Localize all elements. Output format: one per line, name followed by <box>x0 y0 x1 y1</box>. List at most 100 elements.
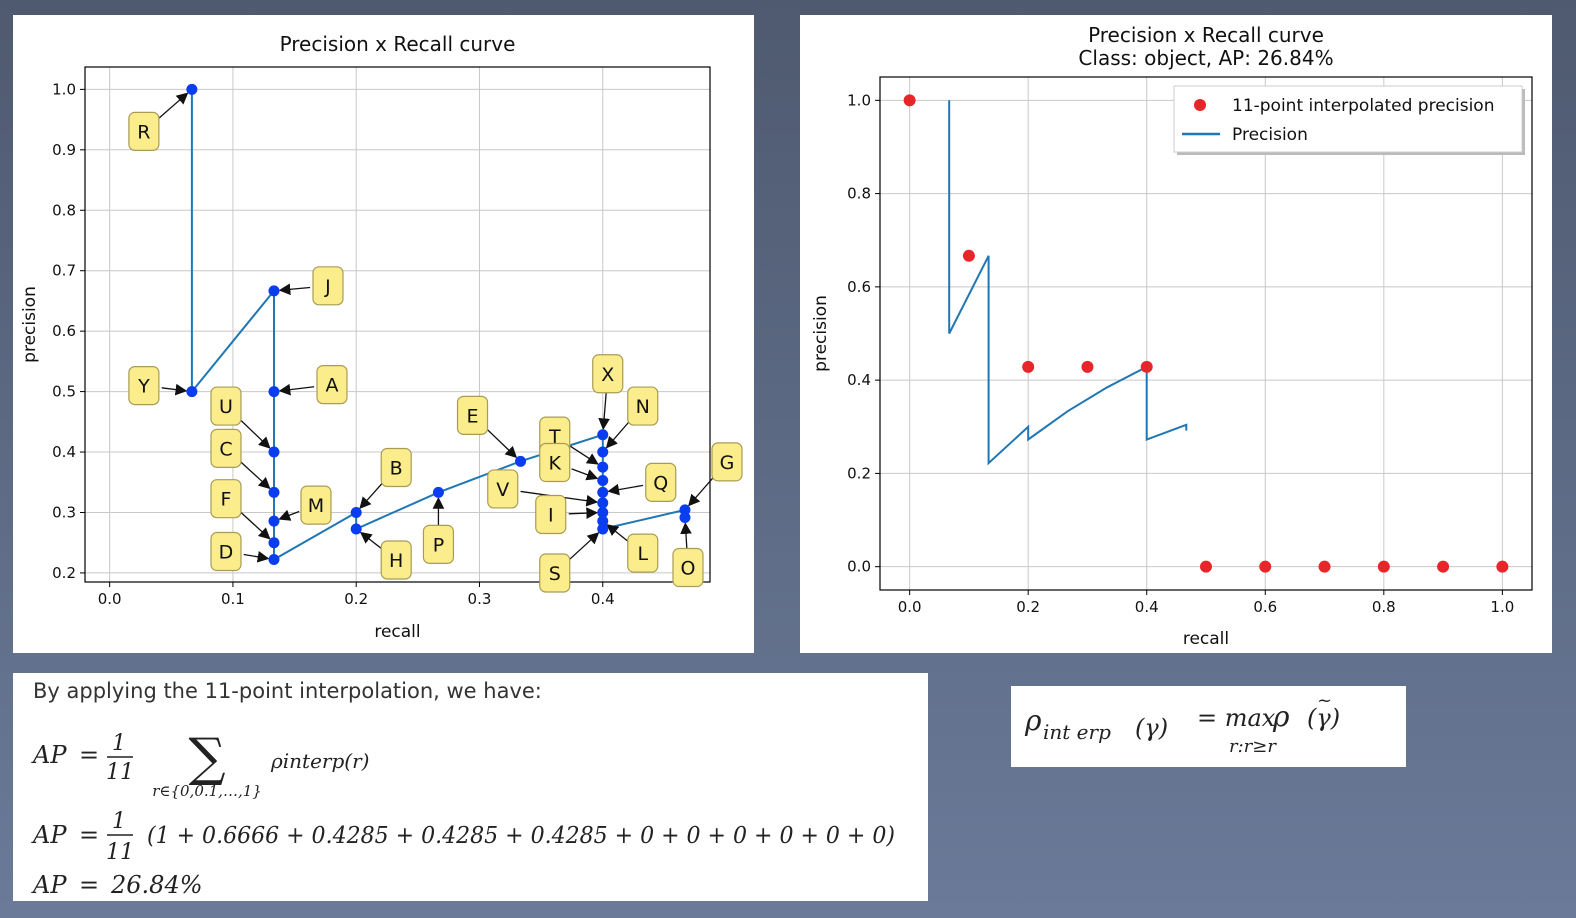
annotation-box <box>422 524 455 564</box>
equals-3: = <box>79 871 99 899</box>
interpolated-point <box>1259 560 1272 573</box>
data-point <box>432 486 444 498</box>
annotation-box <box>627 386 659 426</box>
chart-subtitle: Class: object, AP: 26.84% <box>1078 46 1333 70</box>
left-precision-recall-chart: 0.0 0.1 0.2 0.3 0.4 0.2 0.3 0.4 0.5 0.6 0.7 0.8 0.9 1… <box>20 32 743 642</box>
annotation-box <box>380 540 412 580</box>
annotation-box <box>539 553 571 593</box>
annotation-arrow <box>359 480 385 509</box>
data-point <box>679 504 691 516</box>
annotation-label-p: P <box>433 534 444 556</box>
annotation-arrow <box>567 532 600 562</box>
annotation-arrow <box>278 509 300 521</box>
ap-lhs-3: AP <box>31 871 67 899</box>
plot-frame <box>84 66 711 583</box>
interpolation-formula: ρ int erp (γ) = max ρ (γ) ~ r:r≥r <box>1024 690 1340 757</box>
y-tick-label: 0.4 <box>847 371 871 389</box>
plot-frame <box>879 76 1533 591</box>
formula-tilde: ~ <box>1317 690 1332 711</box>
annotation-arrow <box>569 445 599 465</box>
frac-num-2: 1 <box>112 809 126 834</box>
formula-eq-max: = max <box>1197 704 1276 732</box>
frac-den-1: 11 <box>106 760 134 785</box>
interpolated-point <box>1437 560 1450 573</box>
data-point <box>268 515 280 527</box>
annotation-label-x: X <box>601 364 614 386</box>
annotation-arrow <box>278 283 311 296</box>
x-tick-label: 1.0 <box>1490 598 1514 616</box>
x-tick-label: 0.8 <box>1372 598 1396 616</box>
annotation-box <box>535 494 567 535</box>
annotation-label-m: M <box>308 495 324 517</box>
formula-arg: (γ) <box>1135 714 1168 742</box>
annotation-box <box>210 428 242 468</box>
ap-expansion: (1 + 0.6666 + 0.4285 + 0.4285 + 0.4285 +… <box>147 823 895 849</box>
data-point <box>597 486 609 498</box>
y-axis-label: precision <box>20 286 40 363</box>
annotation-label-s: S <box>549 563 561 585</box>
annotation-box <box>487 469 519 509</box>
data-point <box>268 285 280 297</box>
data-point <box>268 537 280 549</box>
y-tick-label: 0.4 <box>52 443 76 461</box>
annotation-arrow <box>605 419 632 449</box>
y-tick-label: 0.5 <box>52 383 76 401</box>
right-interpolated-precision-chart: 0.0 0.2 0.4 0.6 0.8 1.0 0.0 0.2 0.4 0.6 0.8 1.0 Prec… <box>811 23 1533 649</box>
y-tick-label: 0.6 <box>847 278 871 296</box>
annotation-box <box>312 266 344 306</box>
sum-subscript: r∈{0,0.1,…,1} <box>152 782 262 800</box>
annotation-box <box>128 111 160 151</box>
y-tick-label: 1.0 <box>847 91 871 109</box>
data-point <box>186 83 198 95</box>
x-tick-label: 0.0 <box>898 598 922 616</box>
equals-1: = <box>79 741 99 769</box>
annotation-label-o: O <box>680 558 695 580</box>
frac-num-1: 1 <box>112 731 126 756</box>
ap-equations: AP = 1 11 ∑ r∈{0,0.1,…,1} ρinterp(r) AP … <box>31 728 895 899</box>
annotation-arrow <box>161 383 188 396</box>
annotation-arrow <box>688 475 716 507</box>
annotation-label-d: D <box>219 542 234 564</box>
sum-symbol: ∑ <box>188 728 225 788</box>
legend-label-interpolated: 11-point interpolated precision <box>1232 96 1494 116</box>
annotation-label-n: N <box>636 396 650 418</box>
data-point <box>597 475 609 487</box>
annotation-arrow <box>243 551 270 563</box>
annotation-label-e: E <box>467 405 479 427</box>
annotation-arrow <box>238 418 271 449</box>
data-point <box>679 512 691 524</box>
annotation-arrow <box>607 483 644 496</box>
interpolated-point <box>1022 360 1035 373</box>
y-tick-label: 0.2 <box>847 464 871 482</box>
annotation-box <box>592 354 624 394</box>
x-tick-label: 0.3 <box>468 590 492 608</box>
annotation-box <box>539 442 571 483</box>
annotation-box <box>128 365 160 406</box>
annotation-label-y: Y <box>137 376 150 398</box>
ap-lhs-2: AP <box>31 821 67 849</box>
right-chart-panel: 0.0 0.2 0.4 0.6 0.8 1.0 0.0 0.2 0.4 0.6 0.8 1.0 Prec… <box>800 15 1552 653</box>
data-point <box>597 506 609 518</box>
data-point <box>268 554 280 566</box>
data-point <box>350 506 362 518</box>
x-tick-label: 0.4 <box>591 590 615 608</box>
data-point <box>597 461 609 473</box>
annotation-box <box>456 395 489 435</box>
interpolated-point <box>1081 360 1094 373</box>
x-tick-label: 0.6 <box>1253 598 1277 616</box>
annotation-label-l: L <box>637 543 648 565</box>
interpolated-point <box>962 249 975 262</box>
legend-dot-marker <box>1194 99 1206 111</box>
y-axis-label: precision <box>811 295 831 372</box>
y-tick-label: 0.8 <box>52 201 76 219</box>
ap-result: 26.84% <box>110 871 203 899</box>
annotation-arrow <box>485 427 518 459</box>
y-tick-label: 1.0 <box>52 80 76 98</box>
annotation-label-t: T <box>548 426 561 448</box>
y-tick-label: 0.0 <box>847 558 871 576</box>
annotation-arrow <box>680 522 692 550</box>
legend-label-precision: Precision <box>1232 125 1308 145</box>
interpolated-point <box>903 94 916 107</box>
chart-title: Precision x Recall curve <box>280 32 516 56</box>
annotation-box <box>380 447 412 488</box>
